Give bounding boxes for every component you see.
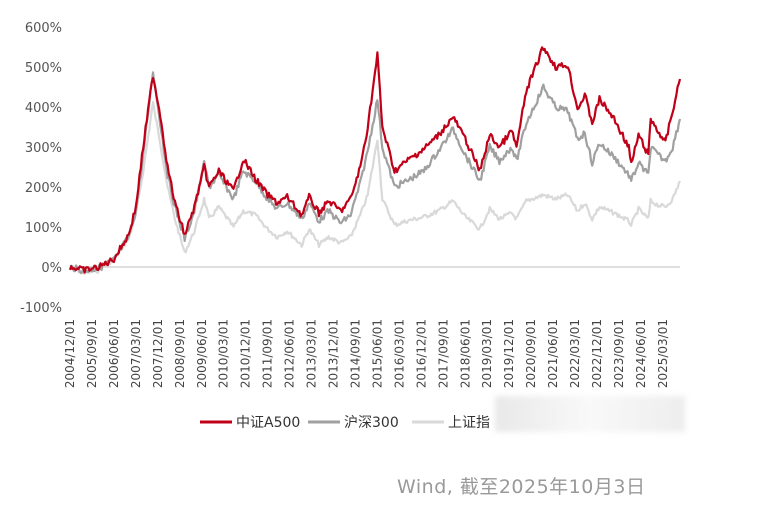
watermark-blur: [495, 396, 685, 432]
x-axis: 2004/12/01 2005/09/01 2006/06/01 2007/03/01…: [63, 319, 670, 388]
x-tick-label: 2011/09/01: [261, 319, 275, 388]
x-tick-label: 2007/03/01: [129, 319, 143, 388]
y-tick-label: 600%: [25, 21, 62, 36]
x-tick-label: 2023/09/01: [612, 319, 626, 388]
x-tick-label: 2017/09/01: [436, 319, 450, 388]
y-tick-label: -100%: [20, 301, 62, 316]
x-tick-label: 2019/03/01: [480, 319, 494, 388]
series-lines: [68, 46, 682, 275]
y-tick-label: 200%: [25, 181, 62, 196]
x-tick-label: 2007/12/01: [151, 319, 165, 388]
x-tick-label: 2006/06/01: [107, 319, 121, 388]
legend-label: 中证A500: [236, 415, 300, 431]
x-tick-label: 2022/12/01: [590, 319, 604, 388]
y-tick-label: 100%: [25, 221, 62, 236]
y-tick-label: 500%: [25, 61, 62, 76]
x-tick-label: 2016/03/01: [392, 319, 406, 388]
y-axis: 600% 500% 400% 300% 200% 100% 0% -100%: [20, 21, 62, 316]
x-tick-label: 2014/09/01: [349, 319, 363, 388]
source-note: Wind, 截至2025年10月3日: [397, 476, 646, 498]
series-line-2: [69, 100, 681, 275]
legend-label: 沪深300: [344, 415, 399, 431]
y-tick-label: 300%: [25, 141, 62, 156]
x-tick-label: 2025/03/01: [656, 319, 670, 388]
x-tick-label: 2021/06/01: [546, 319, 560, 388]
x-tick-label: 2024/06/01: [634, 319, 648, 388]
x-tick-label: 2018/06/01: [458, 319, 472, 388]
x-tick-label: 2012/06/01: [283, 319, 297, 388]
x-tick-label: 2013/12/01: [327, 319, 341, 388]
series-line-1: [69, 71, 682, 275]
x-tick-label: 2009/06/01: [195, 319, 209, 388]
y-tick-label: 0%: [41, 261, 62, 276]
x-tick-label: 2020/09/01: [524, 319, 538, 388]
x-tick-label: 2015/06/01: [370, 319, 384, 388]
x-tick-label: 2008/09/01: [173, 319, 187, 388]
x-tick-label: 2010/12/01: [239, 319, 253, 388]
x-tick-label: 2005/09/01: [85, 319, 99, 388]
x-tick-label: 2022/03/01: [568, 319, 582, 388]
x-tick-label: 2013/03/01: [305, 319, 319, 388]
x-tick-label: 2010/03/01: [217, 319, 231, 388]
x-tick-label: 2004/12/01: [63, 319, 77, 388]
series-line-0: [68, 46, 682, 274]
y-tick-label: 400%: [25, 101, 62, 116]
x-tick-label: 2019/12/01: [502, 319, 516, 388]
x-tick-label: 2016/12/01: [414, 319, 428, 388]
legend-label: 上证指: [448, 415, 490, 431]
legend: 中证A500 沪深300 上证指: [200, 415, 490, 431]
